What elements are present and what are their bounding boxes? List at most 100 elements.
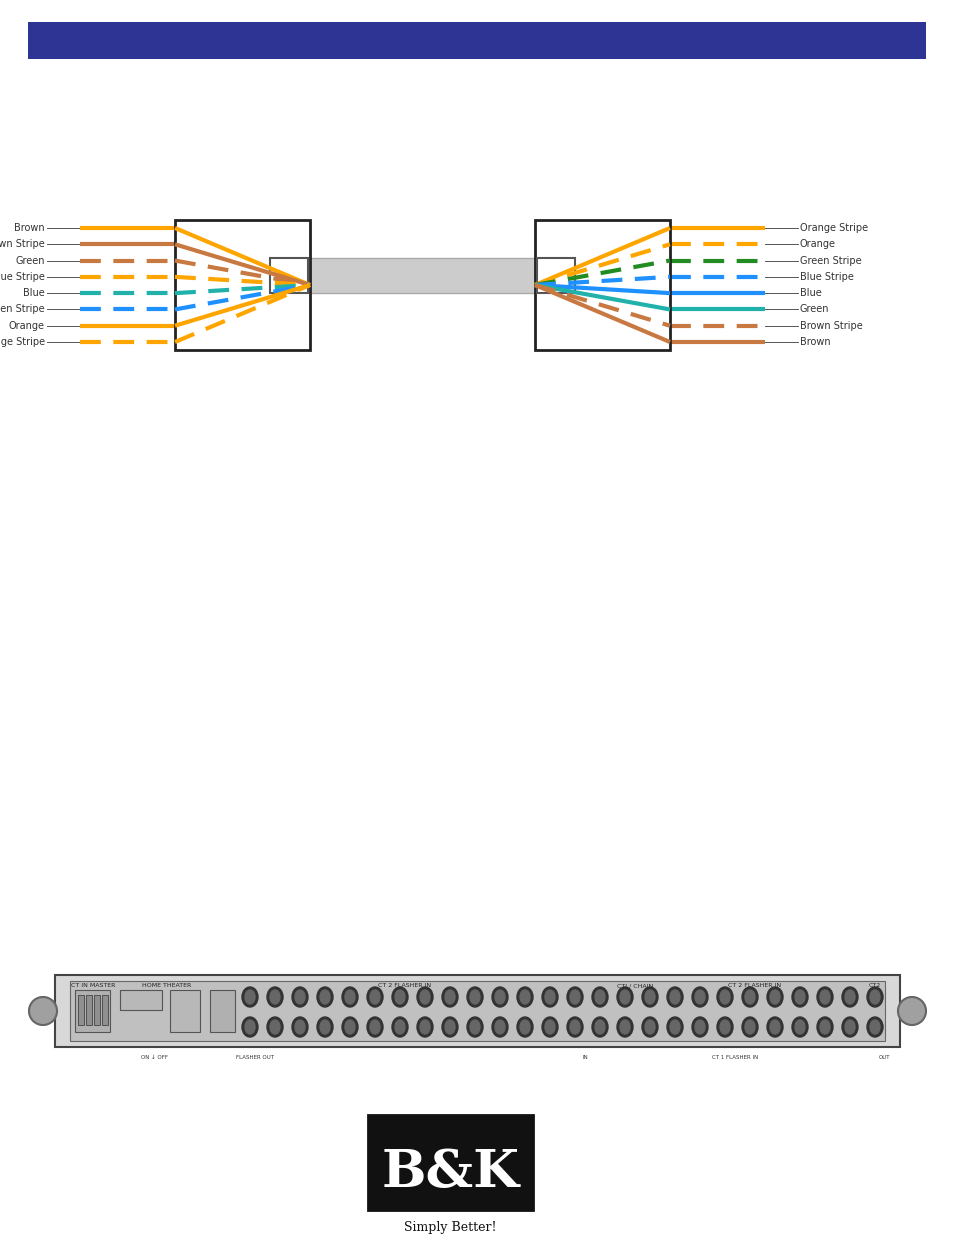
Ellipse shape (794, 1020, 804, 1034)
Text: CT2: CT2 (868, 983, 881, 988)
Ellipse shape (395, 1020, 405, 1034)
Ellipse shape (416, 987, 433, 1007)
Text: ON ↓ OFF: ON ↓ OFF (141, 1055, 169, 1060)
Ellipse shape (617, 987, 633, 1007)
Ellipse shape (869, 990, 879, 1004)
Text: Green Stripe: Green Stripe (800, 256, 861, 266)
Text: HOME THEATER: HOME THEATER (142, 983, 192, 988)
Ellipse shape (695, 990, 704, 1004)
Ellipse shape (820, 990, 829, 1004)
Ellipse shape (741, 987, 758, 1007)
Ellipse shape (345, 1020, 355, 1034)
Ellipse shape (419, 990, 430, 1004)
Ellipse shape (741, 1016, 758, 1037)
Ellipse shape (544, 1020, 555, 1034)
Ellipse shape (744, 1020, 754, 1034)
Ellipse shape (270, 990, 280, 1004)
Ellipse shape (617, 1016, 633, 1037)
Ellipse shape (666, 1016, 682, 1037)
Ellipse shape (519, 990, 530, 1004)
Text: Blue: Blue (23, 288, 45, 298)
Bar (86, 995, 91, 1025)
Text: Simply Better!: Simply Better! (404, 1221, 497, 1235)
Text: Green: Green (15, 256, 45, 266)
Ellipse shape (844, 990, 854, 1004)
Ellipse shape (292, 1016, 308, 1037)
Ellipse shape (470, 990, 479, 1004)
Ellipse shape (619, 1020, 629, 1034)
Ellipse shape (316, 987, 333, 1007)
Ellipse shape (844, 1020, 854, 1034)
Ellipse shape (592, 987, 607, 1007)
Text: Brown Stripe: Brown Stripe (0, 240, 45, 249)
Ellipse shape (444, 990, 455, 1004)
Ellipse shape (791, 987, 807, 1007)
Ellipse shape (644, 1020, 655, 1034)
Text: CTI / CHAIN: CTI / CHAIN (617, 983, 653, 988)
Ellipse shape (641, 1016, 658, 1037)
Ellipse shape (370, 990, 379, 1004)
Bar (537, 258, 575, 293)
Ellipse shape (392, 1016, 408, 1037)
Ellipse shape (691, 987, 707, 1007)
Ellipse shape (270, 1020, 280, 1034)
Bar (102, 995, 108, 1025)
Bar (368, 1115, 533, 1210)
Ellipse shape (691, 1016, 707, 1037)
Ellipse shape (367, 1016, 382, 1037)
Bar (28, 22, 925, 59)
Text: OUT: OUT (879, 1055, 890, 1060)
Text: Orange Stripe: Orange Stripe (0, 337, 45, 347)
Ellipse shape (666, 987, 682, 1007)
Ellipse shape (495, 1020, 504, 1034)
Text: CT 1 FLASHER IN: CT 1 FLASHER IN (711, 1055, 758, 1060)
Text: B&K: B&K (381, 1147, 519, 1198)
Text: Green: Green (800, 305, 828, 315)
Ellipse shape (345, 990, 355, 1004)
Ellipse shape (495, 990, 504, 1004)
Ellipse shape (441, 987, 457, 1007)
Circle shape (897, 997, 925, 1025)
Ellipse shape (519, 1020, 530, 1034)
Ellipse shape (766, 987, 782, 1007)
Ellipse shape (467, 987, 482, 1007)
Text: FLASHER OUT: FLASHER OUT (235, 1055, 274, 1060)
Ellipse shape (869, 1020, 879, 1034)
Bar (94, 995, 100, 1025)
Ellipse shape (695, 1020, 704, 1034)
Ellipse shape (245, 1020, 254, 1034)
Text: CT IN MASTER: CT IN MASTER (71, 983, 115, 988)
Ellipse shape (820, 1020, 829, 1034)
Ellipse shape (470, 1020, 479, 1034)
Ellipse shape (669, 990, 679, 1004)
Ellipse shape (794, 990, 804, 1004)
Text: Brown: Brown (14, 224, 45, 233)
Ellipse shape (769, 1020, 780, 1034)
Text: Blue Stripe: Blue Stripe (800, 272, 853, 282)
Ellipse shape (245, 990, 254, 1004)
Ellipse shape (866, 987, 882, 1007)
Bar (70, 981, 884, 1041)
Ellipse shape (569, 990, 579, 1004)
Ellipse shape (717, 987, 732, 1007)
Ellipse shape (292, 987, 308, 1007)
Ellipse shape (720, 990, 729, 1004)
Ellipse shape (492, 1016, 507, 1037)
Ellipse shape (619, 990, 629, 1004)
Ellipse shape (267, 1016, 283, 1037)
Ellipse shape (319, 990, 330, 1004)
Bar (270, 258, 308, 293)
Ellipse shape (566, 1016, 582, 1037)
Ellipse shape (267, 987, 283, 1007)
Ellipse shape (294, 1020, 305, 1034)
Ellipse shape (316, 1016, 333, 1037)
Ellipse shape (816, 1016, 832, 1037)
Ellipse shape (492, 987, 507, 1007)
Bar (78, 995, 84, 1025)
Text: Green Stripe: Green Stripe (0, 305, 45, 315)
Ellipse shape (841, 1016, 857, 1037)
Ellipse shape (866, 1016, 882, 1037)
Text: Brown: Brown (800, 337, 830, 347)
Ellipse shape (367, 987, 382, 1007)
Ellipse shape (669, 1020, 679, 1034)
